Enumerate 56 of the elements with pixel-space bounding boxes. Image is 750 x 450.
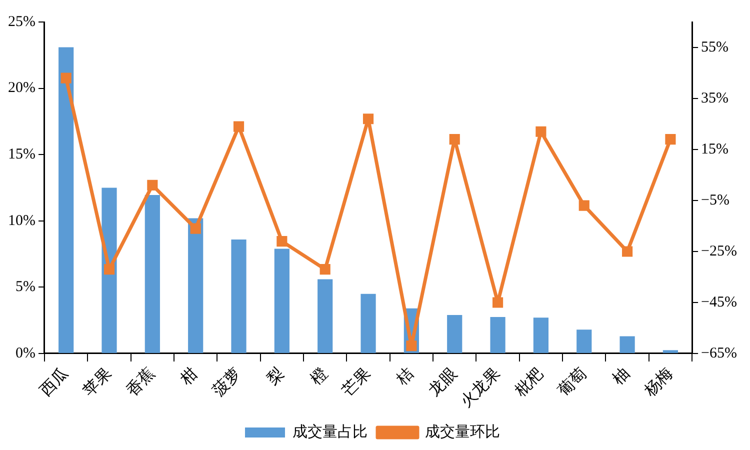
point xyxy=(536,126,546,137)
point xyxy=(362,114,374,124)
bar xyxy=(144,195,160,353)
point xyxy=(622,246,633,257)
point xyxy=(276,236,288,247)
y2-tick-label: 55% xyxy=(701,39,729,56)
x-tick-label: 橙 xyxy=(306,364,331,388)
legend-label: 成交量环比 xyxy=(425,423,500,440)
point xyxy=(665,134,676,145)
bar xyxy=(620,336,635,353)
point xyxy=(60,72,72,84)
x-tick-label: 柚 xyxy=(609,364,634,388)
x-tick-label: 杨梅 xyxy=(640,365,676,400)
y-tick-label: 20% xyxy=(8,80,36,96)
point xyxy=(104,264,115,275)
bar xyxy=(58,47,74,353)
point xyxy=(406,340,417,352)
bar xyxy=(576,330,592,353)
bar xyxy=(360,294,376,353)
y2-tick-label: −5% xyxy=(701,192,730,208)
x-tick-label: 柑 xyxy=(177,365,202,390)
x-tick-label: 苹果 xyxy=(80,364,116,400)
bar xyxy=(188,218,204,353)
x-tick-label: 西瓜 xyxy=(36,364,72,400)
point xyxy=(578,200,590,211)
x-tick-label: 香蕉 xyxy=(122,364,158,400)
bar xyxy=(490,317,506,353)
point xyxy=(233,121,244,132)
point xyxy=(449,134,460,145)
bar xyxy=(318,279,333,353)
x-tick-label: 桔 xyxy=(392,364,418,390)
y2-tick-label: −65% xyxy=(701,345,738,362)
y-tick-label: 0% xyxy=(15,345,36,362)
x-tick-label: 梨 xyxy=(264,364,288,388)
point xyxy=(190,223,201,234)
point xyxy=(147,180,158,190)
y2-tick-label: 15% xyxy=(701,141,729,158)
y2-tick-label: −25% xyxy=(701,243,738,260)
y-tick-label: 10% xyxy=(8,212,36,229)
point xyxy=(492,297,504,308)
bar xyxy=(231,239,246,353)
point xyxy=(320,264,330,275)
legend-label: 成交量占比 xyxy=(292,423,368,440)
x-tick-label: 枇杷 xyxy=(511,365,547,400)
x-tick-label: 菠萝 xyxy=(209,364,245,400)
bar xyxy=(533,318,549,353)
y2-tick-label: −45% xyxy=(701,294,738,310)
bar xyxy=(662,350,678,353)
y2-tick-label: 35% xyxy=(701,90,729,106)
bar xyxy=(274,248,290,353)
x-tick-label: 葡萄 xyxy=(554,364,590,400)
y-tick-label: 25% xyxy=(8,14,36,30)
y-tick-label: 15% xyxy=(8,146,36,163)
y-tick-label: 5% xyxy=(15,279,36,296)
bar xyxy=(447,315,462,353)
x-tick-label: 芒果 xyxy=(338,364,374,400)
